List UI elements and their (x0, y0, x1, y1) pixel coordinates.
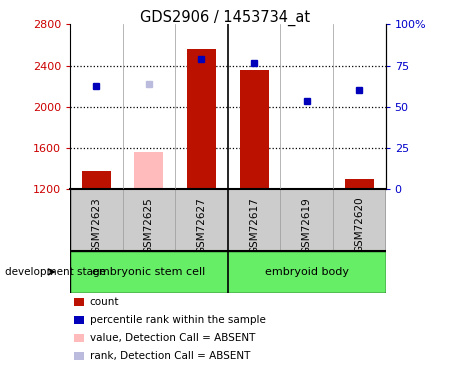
Bar (292, 188, 321, 189)
Bar (70, 189, 386, 251)
Text: value, Detection Call = ABSENT: value, Detection Call = ABSENT (90, 333, 255, 343)
Bar (239, 70, 268, 189)
Text: GDS2906 / 1453734_at: GDS2906 / 1453734_at (140, 9, 311, 26)
Text: GSM72627: GSM72627 (197, 197, 207, 254)
Bar (82, 171, 110, 189)
Text: GSM72623: GSM72623 (91, 197, 101, 254)
Text: development stage: development stage (5, 267, 106, 277)
Text: embryonic stem cell: embryonic stem cell (92, 267, 206, 277)
Text: GSM72625: GSM72625 (144, 197, 154, 254)
Text: rank, Detection Call = ABSENT: rank, Detection Call = ABSENT (90, 351, 250, 361)
Text: GSM72617: GSM72617 (249, 197, 259, 254)
Text: GSM72619: GSM72619 (302, 197, 312, 254)
Text: percentile rank within the sample: percentile rank within the sample (90, 315, 266, 325)
Bar (70, 251, 386, 292)
Text: count: count (90, 297, 119, 307)
Bar (187, 49, 216, 189)
Bar (345, 179, 374, 189)
Text: GSM72620: GSM72620 (354, 197, 364, 254)
Bar (134, 152, 163, 189)
Text: embryoid body: embryoid body (265, 267, 349, 277)
